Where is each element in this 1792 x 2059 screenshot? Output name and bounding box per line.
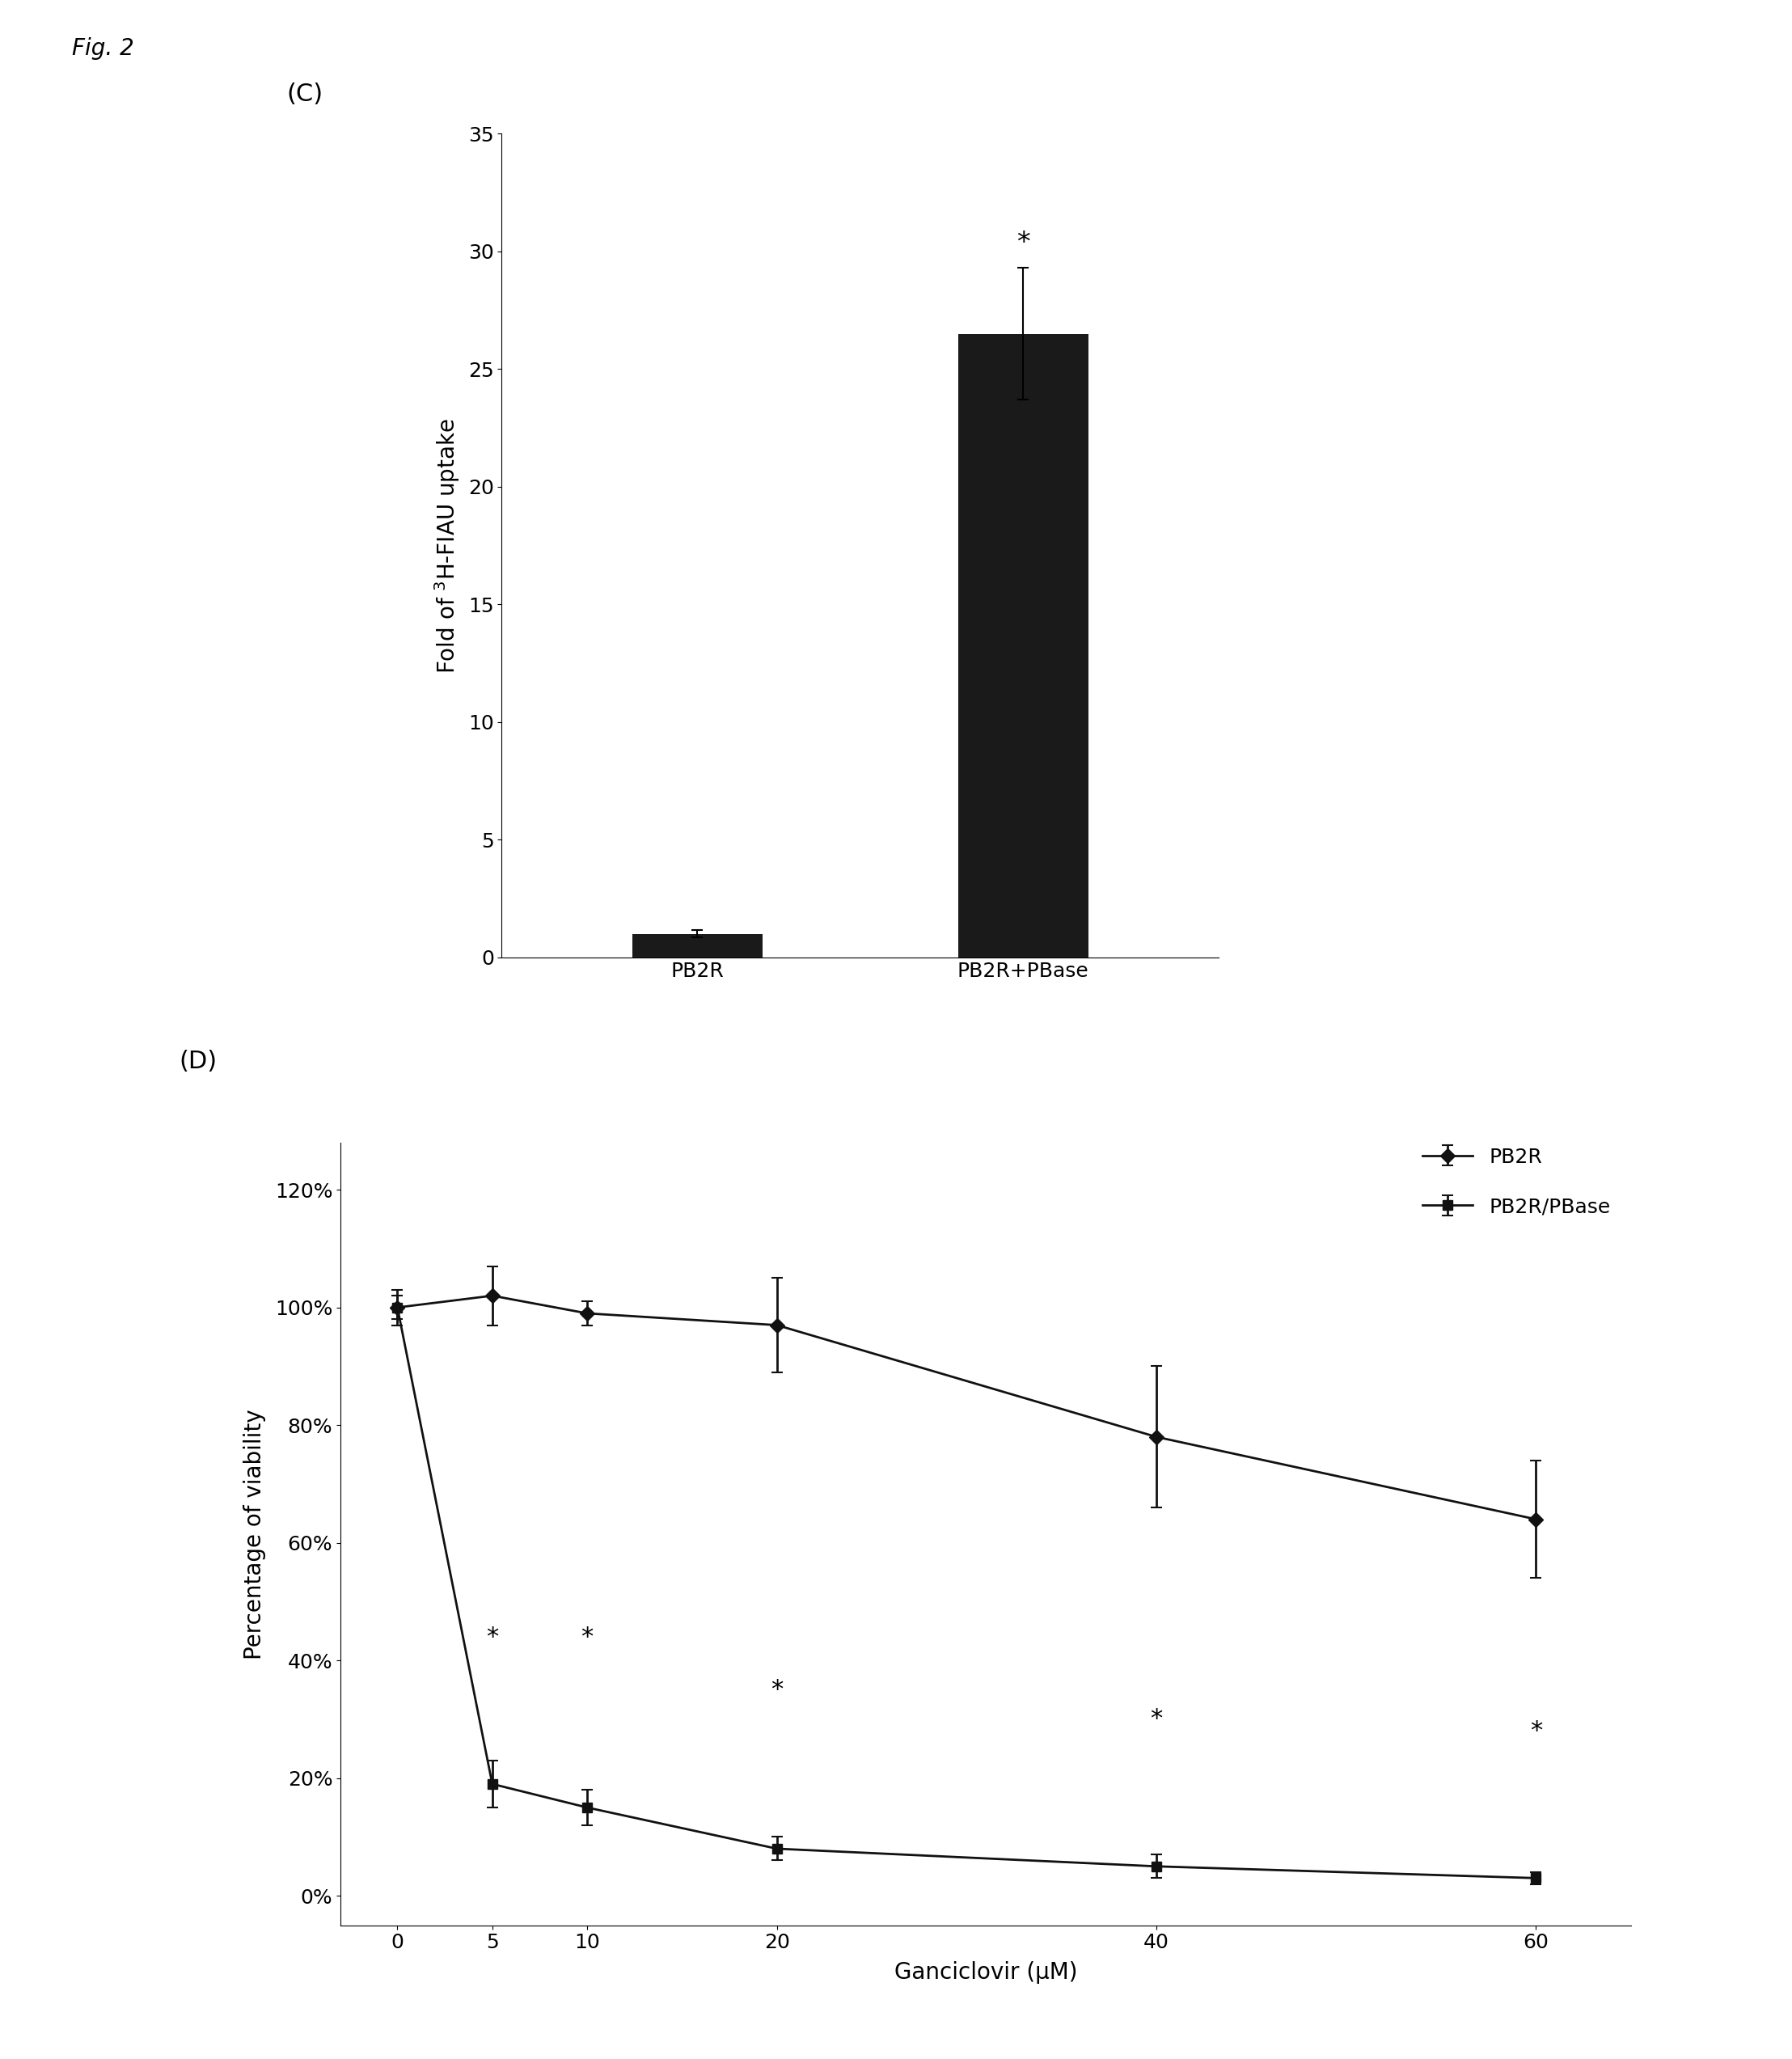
Text: Fig. 2: Fig. 2 [72, 37, 134, 60]
Text: (D): (D) [179, 1050, 217, 1073]
Bar [959, 334, 1088, 957]
Y-axis label: Fold of $^{3}$H-FIAU uptake: Fold of $^{3}$H-FIAU uptake [432, 418, 461, 673]
Bar [633, 935, 762, 957]
Text: *: * [771, 1678, 783, 1701]
Text: *: * [581, 1625, 593, 1649]
Text: (C): (C) [287, 82, 323, 105]
Text: *: * [1530, 1719, 1541, 1742]
Text: *: * [486, 1625, 498, 1649]
Text: *: * [1150, 1707, 1163, 1732]
Legend: PB2R, PB2R/PBase: PB2R, PB2R/PBase [1412, 1137, 1620, 1227]
Y-axis label: Percentage of viability: Percentage of viability [244, 1408, 265, 1660]
Text: *: * [1016, 229, 1030, 255]
X-axis label: Ganciclovir (μM): Ganciclovir (μM) [894, 1962, 1077, 1985]
